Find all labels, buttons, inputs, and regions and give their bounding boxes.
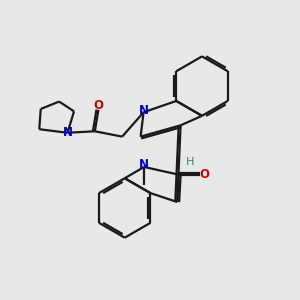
Text: O: O bbox=[200, 168, 210, 181]
Text: N: N bbox=[62, 126, 73, 139]
Text: O: O bbox=[93, 99, 103, 112]
Text: N: N bbox=[139, 104, 149, 117]
Text: H: H bbox=[186, 157, 194, 167]
Text: N: N bbox=[139, 158, 149, 171]
